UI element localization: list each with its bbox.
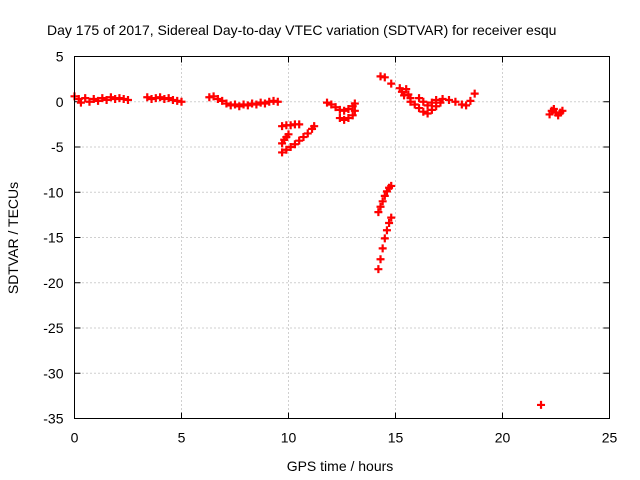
data-point [94,96,103,105]
data-point [106,93,115,102]
x-tick-label: 10 [281,430,297,446]
data-point [340,106,349,115]
data-point [235,102,244,111]
data-point [89,95,98,104]
data-point [327,100,336,109]
data-point [387,213,396,222]
data-point [402,85,411,94]
data-point [380,234,389,243]
data-point [445,95,453,104]
y-tick-label: -20 [43,275,63,291]
points-layer [70,72,567,409]
data-point [252,100,261,109]
data-point [378,197,387,206]
data-point [98,94,107,103]
data-point [124,95,132,104]
data-point [213,95,222,104]
data-point [323,98,332,107]
data-point [243,101,252,110]
data-point [380,73,389,82]
data-point [410,100,419,109]
data-point [419,97,428,106]
x-tick-label: 5 [178,430,186,446]
data-point [406,97,415,106]
data-point [218,96,227,105]
data-point [376,202,385,211]
data-point [222,99,231,108]
data-point [282,145,291,154]
y-tick-label: -30 [43,365,63,381]
data-point [423,101,432,110]
data-point [387,181,396,190]
data-point [470,89,479,98]
data-point [85,97,94,106]
data-point [378,244,387,253]
data-point [299,133,308,142]
data-point [466,96,475,105]
data-point [537,400,546,409]
data-point [385,219,394,228]
x-tick-label: 25 [602,430,618,446]
data-point [374,265,383,274]
data-point [310,122,319,131]
data-point [102,95,111,104]
data-point [340,115,349,124]
data-point [177,97,186,106]
grid-layer [74,56,610,419]
data-point [278,148,287,157]
data-point [295,120,304,129]
x-tick-label: 20 [495,430,511,446]
data-point [376,255,385,264]
data-point [348,111,357,120]
data-point [335,114,344,123]
data-point [344,114,353,123]
x-tick-label: 15 [388,430,404,446]
data-point [427,105,436,114]
data-point [156,93,165,102]
data-point [143,93,152,102]
data-point [558,106,567,115]
data-point [76,98,85,107]
data-point [284,130,293,139]
data-point [273,97,282,106]
chart-title: Day 175 of 2017, Sidereal Day-to-day VTE… [47,22,556,38]
data-point [451,97,460,106]
data-point [350,106,359,115]
x-tick-label: 0 [71,430,79,446]
y-tick-label: -35 [43,411,63,427]
data-point [164,94,173,103]
y-tick-label: 0 [56,94,64,110]
data-point [295,136,304,145]
data-point [387,79,396,88]
data-point [380,191,389,200]
data-point [427,98,436,107]
data-point [374,208,383,217]
data-point [290,140,299,149]
data-point [344,104,353,113]
data-point [423,109,432,118]
x-axis-label: GPS time / hours [287,458,394,474]
y-tick-label: -5 [51,139,64,155]
data-point [382,226,391,235]
y-axis-label: SDTVAR / TECUs [5,182,21,294]
data-point [209,92,218,101]
plot-frame [74,56,610,419]
y-tick-label: -25 [43,320,63,336]
y-tick-label: -15 [43,230,63,246]
data-point [415,94,424,103]
data-point [462,101,471,110]
y-tick-label: 5 [56,49,64,65]
data-point [350,99,359,108]
y-tick-label: -10 [43,184,63,200]
data-point [303,129,312,138]
data-point [286,143,295,151]
data-point [331,103,340,112]
data-point [419,107,428,116]
data-point [260,99,269,108]
data-point [415,104,424,113]
data-point [81,94,90,103]
data-point [231,100,239,109]
